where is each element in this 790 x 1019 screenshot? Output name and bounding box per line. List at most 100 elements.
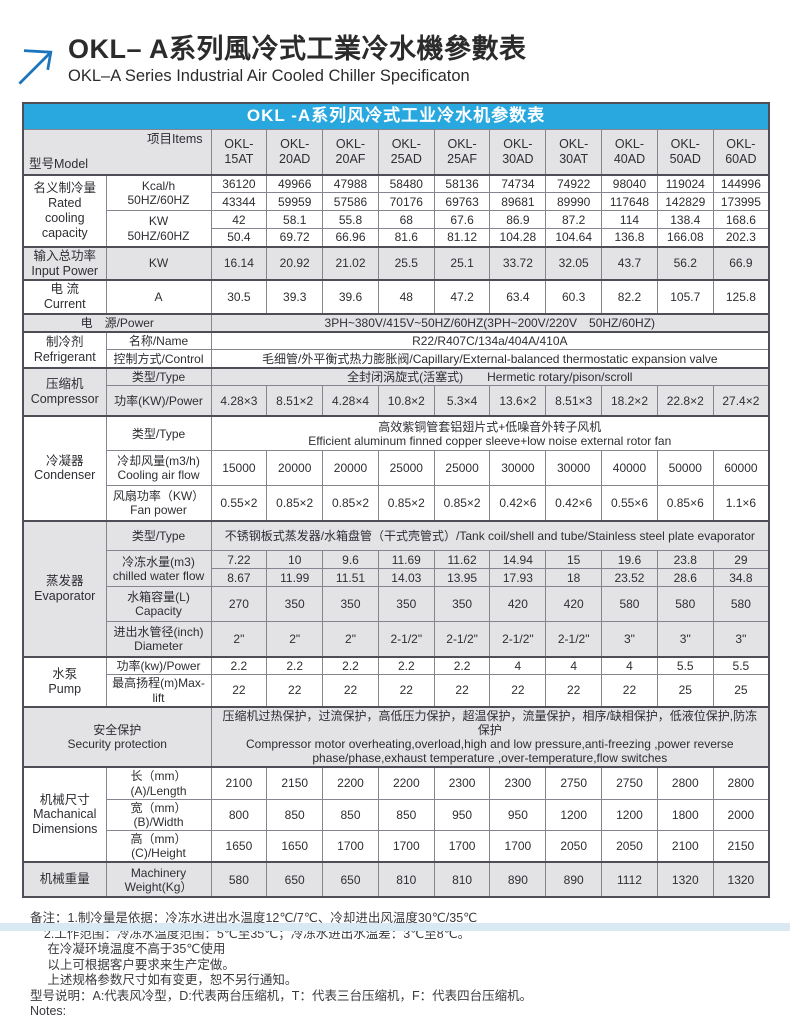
item-label: 功率(KW)/Power	[105, 385, 212, 417]
table-row-rated-cooling-capacity: 50.4 69.72 66.96 81.6 81.12 104.28 104.64 136.8…	[23, 228, 770, 248]
value-cell: 2.2	[210, 655, 268, 676]
value-cell: 15	[545, 550, 603, 570]
item-label: 冷冻水量(m3) chilled water flow	[105, 550, 212, 588]
item-label: 最高扬程(m)Max-lift	[105, 674, 212, 708]
value-cell: 119024	[656, 173, 714, 194]
value-cell: 69763	[433, 192, 491, 212]
item-label: 类型/Type	[105, 414, 212, 452]
span-value-cell: 毛细管/外平衡式热力膨胀阀/Capillary/External-balance…	[210, 349, 770, 369]
value-cell: 168.6	[712, 210, 770, 230]
value-cell: 2100	[210, 766, 268, 800]
table-row-rated-cooling-capacity: 43344 59959 57586 70176 69763 89681 89990 11764…	[23, 192, 770, 212]
value-cell: 144996	[712, 173, 770, 194]
value-cell: 22	[377, 674, 435, 708]
value-cell: 1700	[433, 829, 491, 863]
value-cell: 74734	[489, 173, 547, 194]
table-row-compressor: 压缩机 Compressor 类型/Type 全封闭涡旋式(活塞式) Hermeti…	[22, 366, 770, 417]
value-cell: 50000	[656, 450, 714, 487]
value-cell: 350	[433, 586, 491, 623]
item-label: 风扇功率（KW） Fan power	[105, 485, 212, 522]
item-label: 长（mm）(A)/Length	[105, 766, 212, 800]
value-cell: 0.85×2	[377, 485, 435, 522]
value-cell: 0.42×6	[489, 485, 547, 522]
table-row-refrigerant: 控制方式/Control 毛细管/外平衡式热力膨胀阀/Capillary/Exte…	[23, 349, 770, 369]
value-cell: 4.28×3	[210, 385, 268, 417]
value-cell: 25.1	[433, 245, 491, 281]
value-cell: 86.9	[489, 210, 547, 230]
value-cell: 63.4	[489, 279, 547, 315]
span-value-cell: 不锈钢板式蒸发器/水箱盘管（干式壳管式）/Tank coil/shell and…	[210, 519, 770, 552]
value-cell: 2"	[266, 621, 324, 658]
value-cell: 1.1×6	[712, 485, 770, 522]
value-cell: 14.03	[377, 568, 435, 588]
model-header-cell: OKL- 60AD	[712, 128, 770, 176]
value-cell: 11.51	[322, 568, 379, 588]
value-cell: 98040	[601, 173, 658, 194]
note-line: 备注：1.制冷量是依据：冷冻水进出水温度12℃/7℃、冷却进出风温度30℃/35…	[30, 911, 478, 926]
section-label: 制冷剂 Refrigerant	[22, 330, 107, 369]
value-cell: 82.2	[601, 279, 658, 315]
item-label: 类型/Type	[105, 366, 212, 387]
span-value-cell: 压缩机过热保护，过流保护，高低压力保护，超温保护，流量保护，相序/缺相保护，低液…	[210, 705, 770, 768]
value-cell: 36120	[210, 173, 268, 194]
value-cell: 142829	[656, 192, 714, 212]
table-title-bar: OKL -A系列风冷式工业冷水机参数表	[23, 103, 770, 129]
value-cell: 3"	[712, 621, 770, 658]
value-cell: 2150	[712, 829, 770, 863]
value-cell: 0.85×6	[656, 485, 714, 522]
value-cell: 60.3	[545, 279, 603, 315]
corner-cell: 型号Model 项目Items	[22, 128, 212, 176]
value-cell: 1320	[712, 861, 770, 898]
value-cell: 16.14	[210, 245, 268, 281]
section-label: 名义制冷量 Rated cooling capacity	[22, 173, 107, 248]
value-cell: 40000	[601, 450, 658, 487]
value-cell: 30000	[545, 450, 603, 487]
value-cell: 5.3×4	[433, 385, 491, 417]
value-cell: 2150	[266, 766, 324, 800]
value-cell: 0.85×2	[433, 485, 491, 522]
model-header-cell: OKL- 20AD	[266, 128, 324, 176]
value-cell: 166.08	[656, 228, 714, 248]
value-cell: 3"	[601, 621, 658, 658]
value-cell: 350	[322, 586, 379, 623]
value-cell: 70176	[377, 192, 435, 212]
value-cell: 27.4×2	[712, 385, 770, 417]
value-cell: 114	[601, 210, 658, 230]
value-cell: 950	[489, 798, 547, 831]
value-cell: 1200	[601, 798, 658, 831]
value-cell: 1700	[377, 829, 435, 863]
item-label: Kcal/h 50HZ/60HZ	[105, 173, 212, 212]
item-label: 安全保护 Security protection	[22, 705, 212, 768]
item-label: 类型/Type	[105, 519, 212, 552]
value-cell: 69.72	[266, 228, 324, 248]
value-cell: 43344	[210, 192, 268, 212]
item-label: 水箱容量(L) Capacity	[105, 586, 212, 623]
value-cell: 0.55×6	[601, 485, 658, 522]
value-cell: 66.96	[322, 228, 379, 248]
value-cell: 22	[545, 674, 603, 708]
value-cell: 105.7	[656, 279, 714, 315]
value-cell: 2300	[489, 766, 547, 800]
value-cell: 850	[266, 798, 324, 831]
section-label: 冷凝器 Condenser	[22, 414, 107, 522]
model-header-cell: OKL- 40AD	[601, 128, 658, 176]
span-value-cell: 高效紫铜管套铝翅片式+低噪音外转子风机 Efficient aluminum f…	[210, 414, 770, 452]
value-cell: 2800	[656, 766, 714, 800]
value-cell: 55.8	[322, 210, 379, 230]
item-label: 进出水管径(inch) Diameter	[105, 621, 212, 658]
value-cell: 17.93	[489, 568, 547, 588]
value-cell: 2-1/2"	[433, 621, 491, 658]
bottom-strip	[0, 923, 790, 931]
value-cell: 1700	[322, 829, 379, 863]
table-row-machinery-weight: 机械重量 Machinery Weight(Kg） 580 650 650 810 810 8…	[22, 861, 770, 898]
value-cell: 2750	[545, 766, 603, 800]
value-cell: 2-1/2"	[545, 621, 603, 658]
value-cell: 81.12	[433, 228, 491, 248]
value-cell: 580	[210, 861, 268, 898]
value-cell: 270	[210, 586, 268, 623]
value-cell: 22	[322, 674, 379, 708]
value-cell: 42	[210, 210, 268, 230]
value-cell: 890	[489, 861, 547, 898]
value-cell: 7.22	[210, 550, 268, 570]
value-cell: 1200	[545, 798, 603, 831]
